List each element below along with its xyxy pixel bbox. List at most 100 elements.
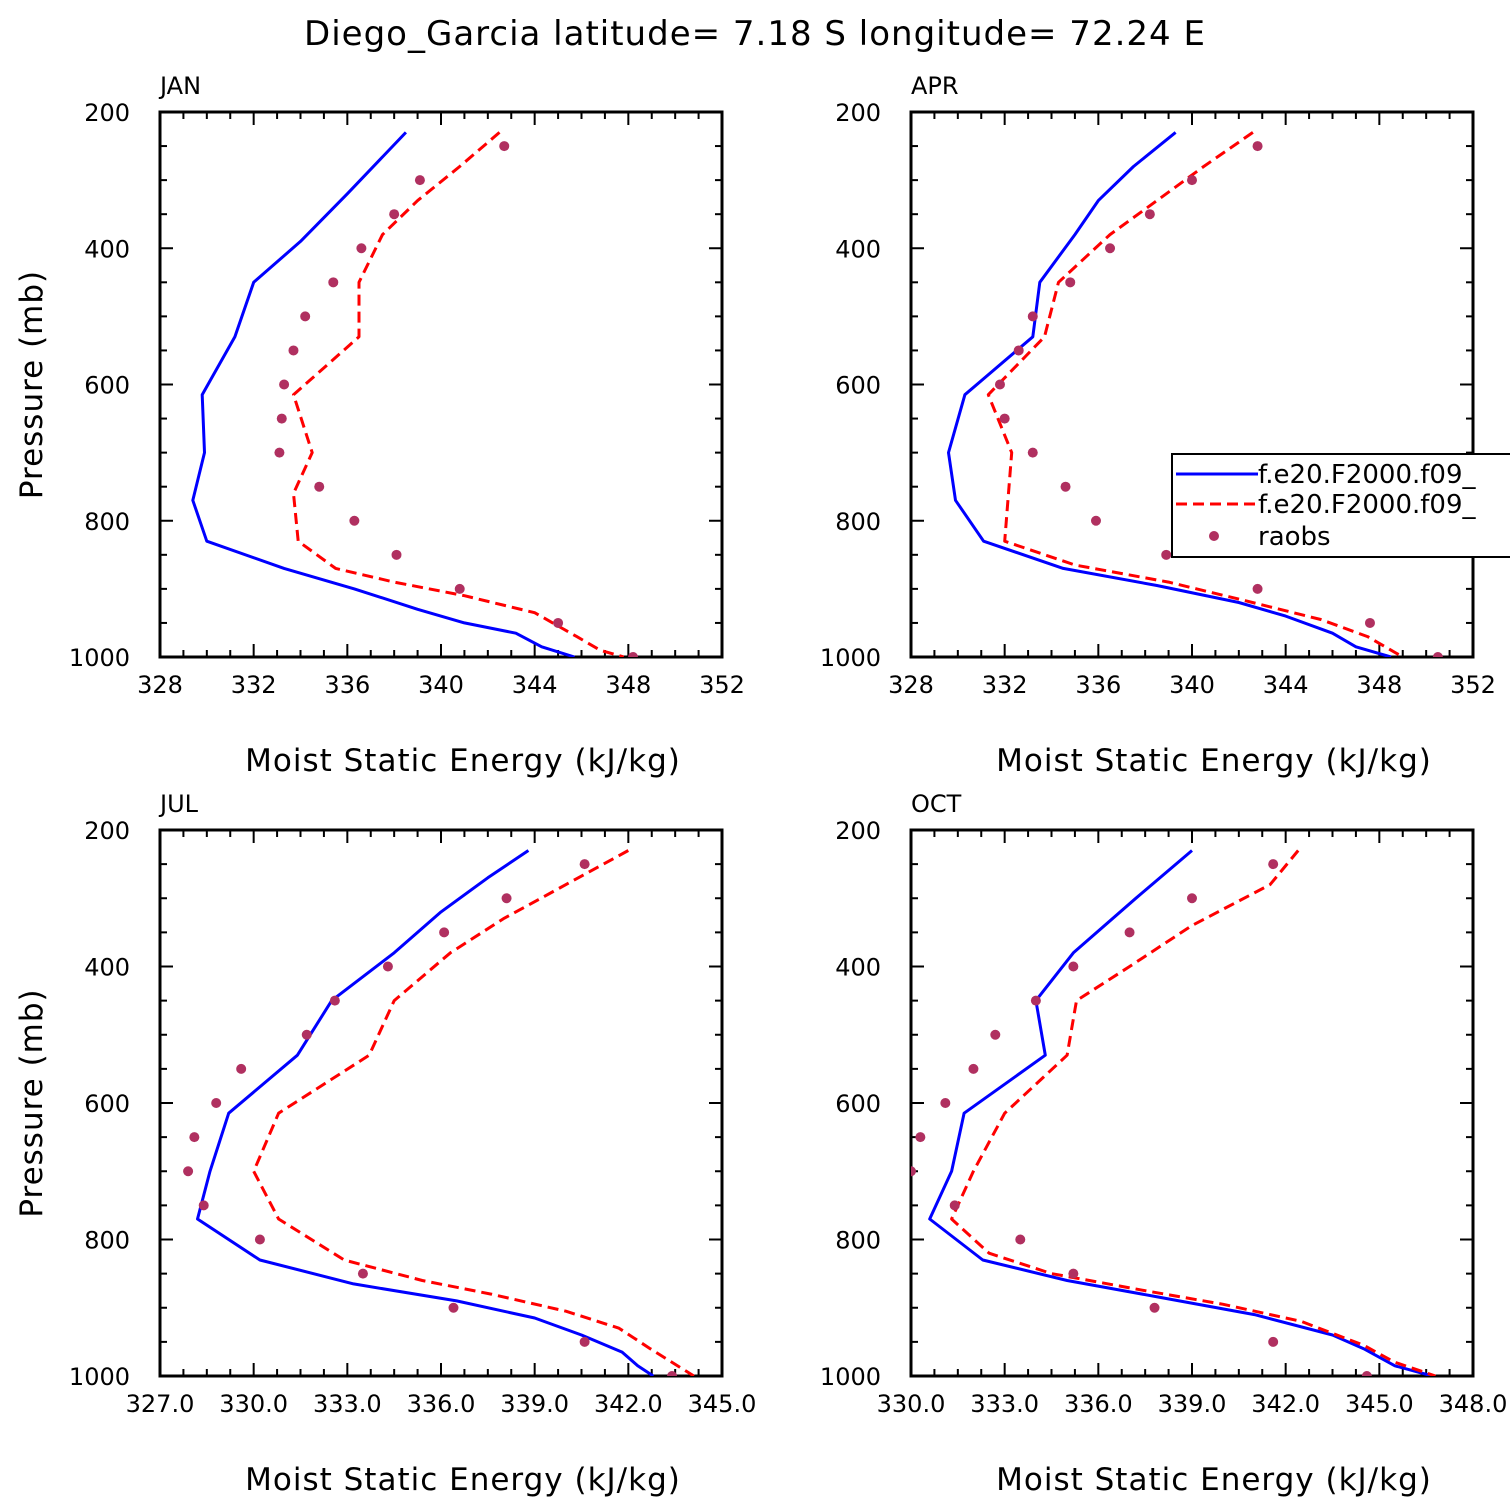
y-tick-label: 200 (84, 817, 130, 845)
x-axis-label: Moist Static Energy (kJ/kg) (996, 1462, 1432, 1498)
series-group (191, 131, 639, 657)
x-tick-label: 336.0 (407, 1390, 476, 1418)
series-line-dashed (292, 131, 625, 657)
legend-label: f.e20.F2000.f09_ (1258, 490, 1476, 520)
raobs-point (1361, 1371, 1372, 1376)
raobs-point (454, 583, 465, 594)
raobs-point (968, 1063, 979, 1074)
y-tick-label: 1000 (69, 644, 130, 672)
raobs-point (499, 141, 510, 152)
raobs-point (301, 1029, 312, 1040)
raobs-point (1187, 175, 1197, 186)
x-tick-label: 333.0 (313, 1390, 382, 1418)
x-tick-label: 330.0 (219, 1390, 288, 1418)
raobs-point (1364, 617, 1375, 628)
x-tick-label: 345.0 (1345, 1390, 1414, 1418)
raobs-point (1161, 549, 1172, 560)
y-tick-label: 800 (835, 1227, 881, 1255)
x-tick-label: 344 (512, 671, 558, 699)
raobs-point (1068, 1268, 1079, 1279)
raobs-point (1027, 447, 1038, 458)
series-group (183, 849, 695, 1376)
raobs-point (667, 1371, 678, 1376)
legend: f.e20.F2000.f09_f.e20.F2000.f09_raobs (1171, 453, 1510, 558)
y-tick-label: 400 (835, 235, 881, 263)
x-tick-label: 348 (605, 671, 651, 699)
raobs-point (1015, 1234, 1026, 1245)
raobs-point (439, 927, 450, 938)
x-axis-label: Moist Static Energy (kJ/kg) (245, 743, 681, 779)
x-tick-label: 332 (231, 671, 277, 699)
x-tick-label: 342.0 (594, 1390, 663, 1418)
x-tick-label: 327.0 (126, 1390, 195, 1418)
y-tick-label: 400 (84, 954, 130, 982)
x-tick-label: 340 (1169, 671, 1215, 699)
raobs-point (349, 515, 360, 526)
raobs-point (1030, 995, 1041, 1006)
x-tick-label: 339.0 (500, 1390, 569, 1418)
raobs-point (382, 961, 393, 972)
y-tick-label: 200 (835, 817, 881, 845)
raobs-point (328, 277, 339, 288)
plot-frame (158, 110, 724, 659)
raobs-point (940, 1098, 951, 1108)
panel-label-jan: JAN (158, 72, 201, 100)
figure-title: Diego_Garcia latitude= 7.18 S longitude=… (304, 14, 1206, 54)
y-axis-label: Pressure (mb) (14, 270, 50, 499)
raobs-point (274, 447, 285, 458)
legend-label: raobs (1258, 522, 1331, 552)
x-tick-label: 328 (137, 671, 183, 699)
x-axis-label: Moist Static Energy (kJ/kg) (996, 743, 1432, 779)
panel-label-oct: OCT (911, 790, 962, 818)
raobs-point (1013, 345, 1024, 356)
raobs-point (501, 893, 512, 904)
y-axis-label: Pressure (mb) (14, 988, 50, 1217)
panel-jul: JUL 327.0 330.0 333.0 336.0 339.0 342.0 345.0 20… (14, 790, 756, 1498)
panel-label-apr: APR (911, 72, 959, 100)
x-tick-label: 352 (699, 671, 745, 699)
raobs-point (1068, 961, 1079, 972)
raobs-point (1144, 209, 1155, 220)
x-tick-label: 352 (1450, 671, 1496, 699)
raobs-point (1105, 243, 1116, 254)
raobs-point (1187, 893, 1197, 904)
x-tick-label: 344 (1263, 671, 1309, 699)
raobs-point (1149, 1302, 1160, 1313)
series-line-solid (928, 849, 1433, 1376)
raobs-point (276, 413, 287, 424)
x-tick-label: 348.0 (1439, 1390, 1508, 1418)
raobs-point (1027, 311, 1038, 322)
y-tick-label: 600 (84, 372, 130, 400)
panel-oct: OCT 330.0 333.0 336.0 339.0 342.0 345.0 348.0 20… (820, 790, 1507, 1498)
y-tick-label: 800 (84, 1227, 130, 1255)
raobs-point (579, 1336, 590, 1347)
y-tick-label: 400 (835, 954, 881, 982)
series-line-solid (947, 131, 1392, 657)
raobs-point (189, 1132, 200, 1143)
series-line-solid (196, 849, 655, 1376)
raobs-point (300, 311, 311, 322)
x-tick-label: 345.0 (688, 1390, 757, 1418)
raobs-point (1090, 515, 1101, 526)
raobs-point (236, 1063, 247, 1074)
raobs-point (1065, 277, 1076, 288)
x-tick-label: 339.0 (1158, 1390, 1227, 1418)
x-axis-label: Moist Static Energy (kJ/kg) (245, 1462, 681, 1498)
raobs-point (1268, 1336, 1279, 1347)
raobs-point (288, 345, 299, 356)
y-tick-label: 800 (835, 508, 881, 536)
raobs-point (198, 1200, 209, 1211)
y-tick-label: 400 (84, 235, 130, 263)
y-tick-label: 200 (84, 99, 130, 127)
y-tick-label: 600 (835, 1090, 881, 1118)
raobs-point (389, 209, 400, 220)
raobs-point (314, 481, 325, 492)
raobs-point (356, 243, 367, 254)
raobs-point (448, 1302, 459, 1313)
x-tick-label: 332 (982, 671, 1028, 699)
series-group (947, 131, 1443, 657)
raobs-point (1432, 652, 1443, 657)
raobs-point (357, 1268, 368, 1279)
raobs-point (1252, 583, 1263, 594)
